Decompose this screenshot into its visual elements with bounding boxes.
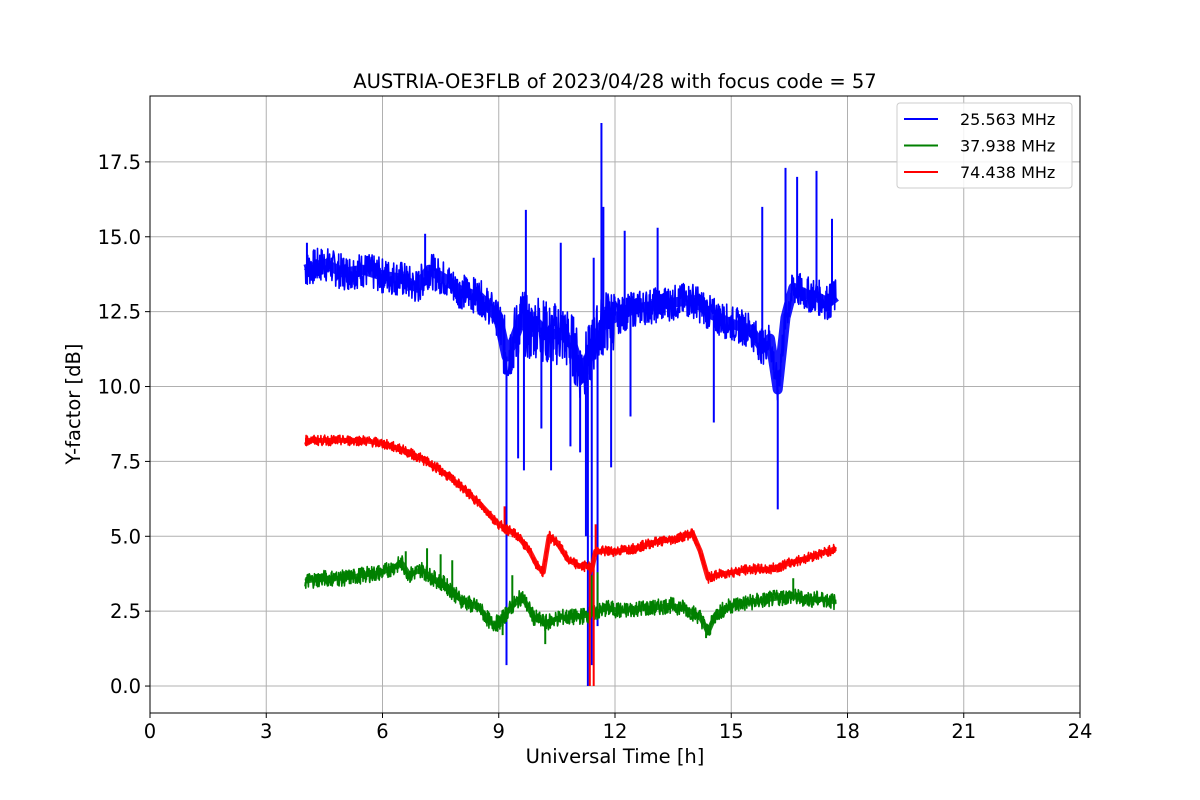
x-tick-label: 0 [144, 720, 156, 743]
y-tick-label: 12.5 [98, 301, 141, 324]
y-tick-label: 10.0 [98, 376, 141, 399]
legend-label: 74.438 MHz [960, 163, 1055, 182]
x-tick-label: 24 [1068, 720, 1093, 743]
legend-label: 37.938 MHz [960, 137, 1055, 156]
y-tick-label: 15.0 [98, 226, 141, 249]
y-tick-label: 0.0 [110, 675, 141, 698]
x-tick-label: 18 [835, 720, 860, 743]
legend: 25.563 MHz 37.938 MHz 74.438 MHz [896, 102, 1073, 189]
x-tick-label: 21 [951, 720, 976, 743]
series-band [303, 258, 839, 395]
series-74-438-mhz-line [304, 434, 837, 687]
y-tick-label: 17.5 [98, 151, 141, 174]
series-37-938-mhz-line [304, 548, 837, 645]
x-tick-label: 12 [603, 720, 628, 743]
x-tick-label: 6 [376, 720, 388, 743]
legend-label: 25.563 MHz [960, 110, 1055, 129]
series-band [305, 437, 837, 581]
x-tick-label: 9 [493, 720, 505, 743]
y-axis-ticks: 0.0 2.5 5.0 7.5 10.0 12.5 15.0 17.5 [98, 151, 150, 698]
chart-title: AUSTRIA-OE3FLB of 2023/04/28 with focus … [353, 70, 876, 93]
x-axis-ticks: 0 3 6 9 12 15 18 21 24 [144, 713, 1093, 743]
y-tick-label: 7.5 [110, 450, 141, 473]
series-band [304, 560, 837, 635]
y-tick-label: 5.0 [110, 525, 141, 548]
y-axis-label: Y-factor [dB] [62, 344, 85, 466]
legend-box [896, 102, 1073, 189]
x-tick-label: 3 [260, 720, 272, 743]
series-lines [303, 122, 839, 687]
x-tick-label: 15 [719, 720, 744, 743]
y-tick-label: 2.5 [110, 600, 141, 623]
x-axis-label: Universal Time [h] [526, 745, 705, 768]
legend-items: 25.563 MHz 37.938 MHz 74.438 MHz [904, 110, 1055, 182]
